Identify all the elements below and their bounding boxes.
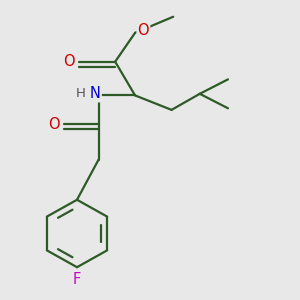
Text: O: O: [138, 23, 149, 38]
Text: H: H: [75, 87, 85, 100]
Text: N: N: [90, 86, 101, 101]
Text: O: O: [63, 54, 74, 69]
Text: F: F: [73, 272, 81, 287]
Text: O: O: [48, 117, 60, 132]
